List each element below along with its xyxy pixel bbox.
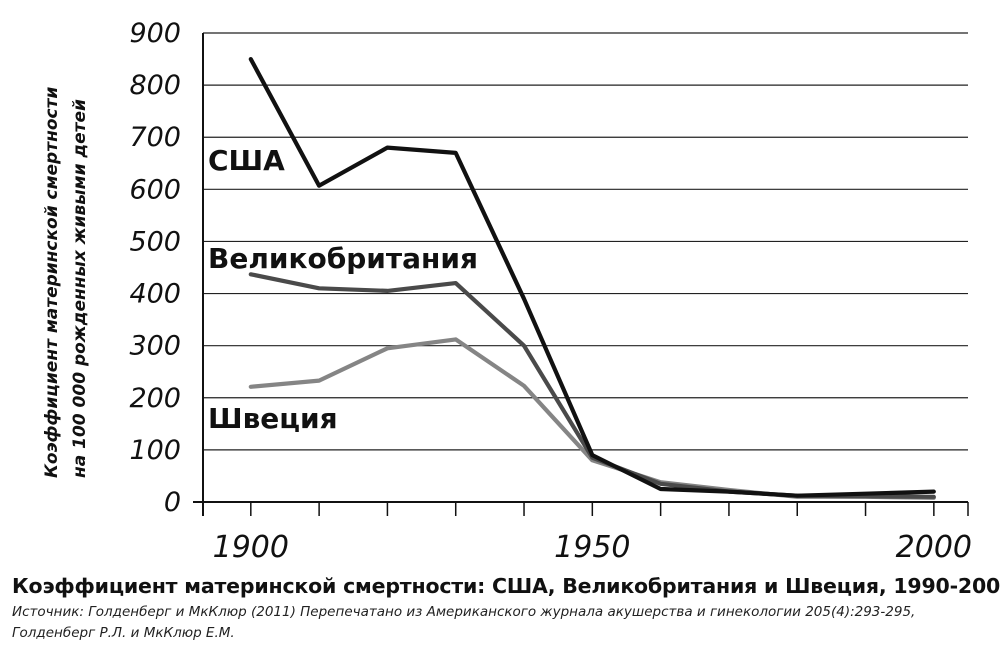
y-tick-label: 400 bbox=[129, 279, 181, 310]
chart-caption: Коэффициент материнской смертности: США,… bbox=[12, 574, 1000, 598]
y-tick-label: 900 bbox=[129, 18, 181, 49]
axes bbox=[193, 33, 969, 516]
y-tick-label: 0 bbox=[164, 487, 181, 518]
grid-lines bbox=[203, 32, 968, 451]
y-axis-label-line-2: на 100 000 рожденных живыми детей bbox=[70, 99, 90, 478]
series-line bbox=[248, 337, 936, 500]
y-tick-label: 700 bbox=[129, 122, 181, 153]
series-labels: США Великобритания Швеция bbox=[208, 144, 478, 435]
x-tick-labels: 1900 1950 2000 bbox=[213, 530, 972, 565]
y-tick-label: 500 bbox=[129, 226, 181, 257]
source-note-line-2: Голденберг Р.Л. и МкКлюр Е.М. bbox=[12, 625, 235, 641]
series-label: Швеция bbox=[208, 402, 338, 435]
y-tick-labels: 0 100 200 300 400 500 600 700 800 900 bbox=[129, 18, 181, 518]
y-tick-label: 100 bbox=[129, 435, 181, 466]
x-tick-label: 1900 bbox=[213, 530, 289, 565]
y-tick-label: 800 bbox=[129, 70, 181, 101]
series-lines bbox=[248, 56, 936, 500]
series-line bbox=[248, 56, 936, 498]
x-tick-label: 2000 bbox=[896, 530, 972, 565]
source-note-line-1: Источник: Голденберг и МкКлюр (2011) Пер… bbox=[12, 604, 916, 620]
y-tick-label: 300 bbox=[129, 331, 181, 362]
series-label: США bbox=[208, 144, 285, 177]
maternal-mortality-chart: 0 100 200 300 400 500 600 700 800 900 1900 1950 200… bbox=[129, 18, 972, 565]
series-line bbox=[248, 272, 936, 499]
x-tick-label: 1950 bbox=[554, 530, 630, 565]
y-axis-label-line-1: Коэффициент материнской смертности bbox=[42, 86, 62, 478]
y-tick-label: 200 bbox=[129, 383, 181, 414]
series-label: Великобритания bbox=[208, 242, 478, 275]
y-tick-label: 600 bbox=[129, 174, 181, 205]
